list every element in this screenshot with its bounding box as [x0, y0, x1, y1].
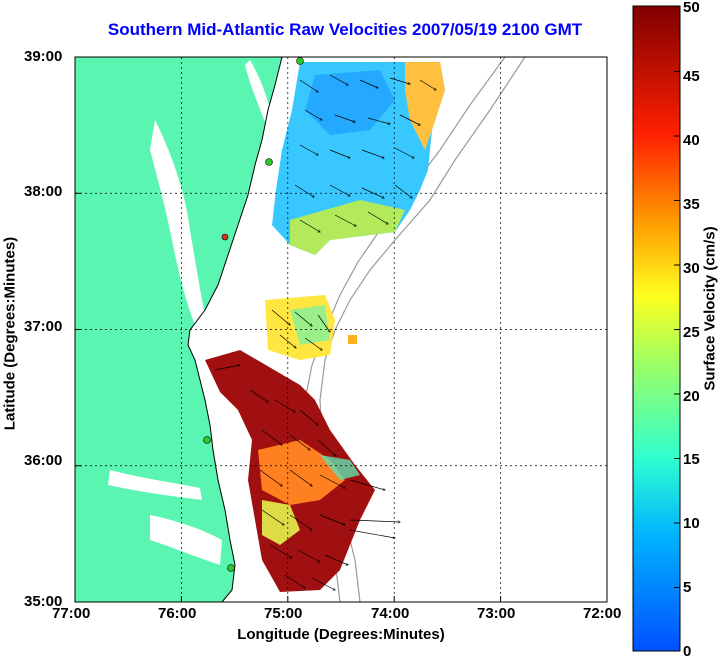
velocity-field-north-east [405, 62, 445, 150]
colorbar-tick-label: 40 [683, 132, 700, 149]
colorbar-tick-label: 0 [683, 643, 692, 660]
x-tick-label: 74:00 [371, 605, 410, 622]
chesapeake-bay [150, 120, 205, 325]
velocity-field-north-core [305, 70, 395, 135]
y-tick-label: 38:00 [24, 183, 63, 200]
velocity-field-south-green [320, 455, 360, 480]
y-tick-label: 37:00 [24, 318, 63, 335]
pamlico-sound [150, 515, 222, 565]
x-tick-label: 77:00 [52, 605, 91, 622]
albemarle-sound [108, 470, 202, 500]
colorbar-tick-label: 20 [683, 388, 700, 405]
velocity-field-south-yellow [262, 500, 300, 545]
colorbar-tick-label: 35 [683, 196, 700, 213]
colorbar-tick-label: 30 [683, 260, 700, 277]
radar-station-marker [203, 436, 211, 444]
colorbar-tick-label: 25 [683, 324, 700, 341]
map-grid [75, 57, 607, 602]
colorbar-tick-label: 10 [683, 515, 700, 532]
colorbar-tick-label: 5 [683, 579, 692, 596]
radar-station-marker [227, 564, 235, 572]
radar-station-marker [221, 233, 229, 241]
coastline [187, 57, 283, 602]
velocity-arrows [214, 74, 436, 590]
colorbar-tick-label: 15 [683, 451, 700, 468]
colorbar [632, 5, 681, 652]
velocity-cell [348, 335, 357, 344]
velocity-field-north-south [290, 200, 405, 255]
radar-station-marker [296, 57, 304, 65]
x-axis-label: Longitude (Degrees:Minutes) [237, 626, 445, 643]
colorbar-ticks [674, 71, 680, 588]
delaware-bay [245, 60, 272, 122]
colorbar-tick-label: 45 [683, 68, 700, 85]
x-tick-label: 72:00 [583, 605, 622, 622]
axis-ticks [75, 192, 502, 602]
x-tick-label: 75:00 [264, 605, 303, 622]
colorbar-tick-label: 50 [683, 0, 700, 16]
x-tick-label: 73:00 [477, 605, 516, 622]
map-title: Southern Mid-Atlantic Raw Velocities 200… [107, 20, 583, 39]
x-tick-label: 76:00 [158, 605, 197, 622]
y-tick-label: 39:00 [24, 48, 63, 65]
radar-station-marker [265, 158, 273, 166]
y-tick-label: 35:00 [24, 593, 63, 610]
y-tick-label: 36:00 [24, 452, 63, 469]
